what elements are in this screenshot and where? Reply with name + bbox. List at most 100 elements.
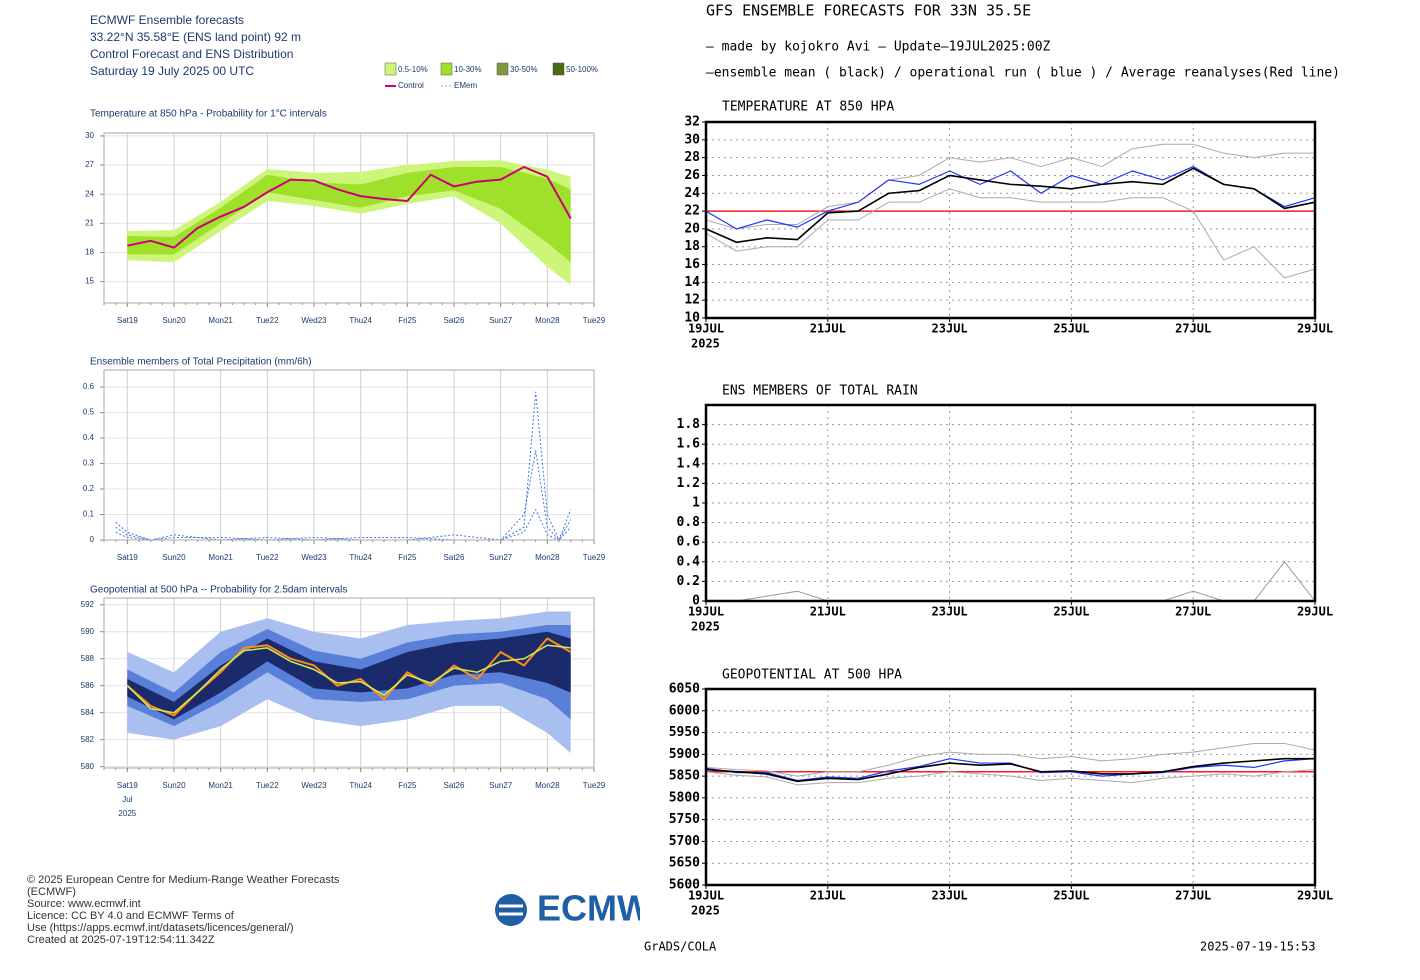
probability-band: [127, 631, 571, 720]
y-tick-label: 0.2: [83, 484, 95, 493]
chart-title: TEMPERATURE AT 850 HPA: [722, 100, 894, 115]
x-tick-label: Wed23: [301, 316, 327, 325]
y-tick-label: 0.4: [677, 554, 701, 569]
plot-area: [706, 122, 1315, 318]
y-tick-label: 18: [85, 248, 94, 257]
footer-line: Licence: CC BY 4.0 and ECMWF Terms of: [27, 910, 235, 922]
x-tick-label: 23JUL: [932, 322, 968, 336]
y-tick-label: 592: [81, 600, 95, 609]
y-tick-label: 20: [684, 221, 700, 236]
series-line: [115, 508, 572, 541]
software-label: GrADS/COLA: [644, 940, 717, 954]
gfs-title: GFS ENSEMBLE FORECASTS FOR 33N 35.5E: [706, 2, 1031, 20]
y-tick-label: 580: [81, 762, 95, 771]
x-tick-label: Sun27: [489, 781, 513, 790]
series-line: [705, 143, 1315, 230]
y-tick-label: 0.5: [83, 408, 95, 417]
x-tick-label: Tue22: [256, 553, 279, 562]
chart-title: GEOPOTENTIAL AT 500 HPA: [722, 668, 902, 683]
x-tick-label: Mon28: [535, 553, 560, 562]
x-tick-label: 23JUL: [932, 605, 968, 619]
x-tick-label: Thu24: [349, 316, 372, 325]
legend-label: Control: [398, 81, 424, 90]
x-tick-label: Wed23: [301, 553, 327, 562]
x-tick-label: Mon21: [208, 316, 233, 325]
plot-frame: [103, 369, 595, 541]
y-tick-label: 0: [692, 594, 700, 609]
y-tick-label: 6050: [669, 682, 700, 697]
x-tick-label: 29JUL: [1297, 322, 1333, 336]
x-tick-label: Sat26: [444, 316, 465, 325]
y-tick-label: 584: [81, 708, 95, 717]
x-tick-label: 21JUL: [810, 605, 846, 619]
x-tick-label: 21JUL: [810, 322, 846, 336]
x-tick-label: 25JUL: [1053, 605, 1089, 619]
y-tick-label: 10: [684, 311, 700, 326]
timestamp: 2025-07-19-15:53: [1200, 940, 1316, 954]
y-tick-label: 0.3: [83, 459, 95, 468]
y-tick-label: 1.8: [677, 417, 701, 432]
header-line: Control Forecast and ENS Distribution: [90, 47, 293, 61]
x-tick-label: Sat19: [117, 316, 138, 325]
x-tick-label: Sun20: [162, 781, 186, 790]
logo: ECMWF: [495, 888, 673, 929]
series-line: [126, 644, 571, 714]
y-tick-label: 32: [684, 115, 700, 130]
x-tick-label: Sat19: [117, 553, 138, 562]
x-tick-label: Mon28: [535, 316, 560, 325]
y-tick-label: 12: [684, 293, 700, 308]
x-tick-label: Sun27: [489, 316, 513, 325]
x-year-label: 2025: [691, 337, 720, 351]
x-tick-label: 27JUL: [1175, 322, 1211, 336]
y-tick-label: 16: [684, 257, 700, 272]
y-tick-label: 14: [684, 275, 700, 290]
y-tick-label: 5700: [669, 834, 700, 849]
x-month-label: Jul: [122, 795, 132, 804]
y-tick-label: 586: [81, 681, 95, 690]
x-tick-label: 29JUL: [1297, 605, 1333, 619]
x-tick-label: Fri25: [398, 781, 417, 790]
y-tick-label: 582: [81, 735, 95, 744]
x-tick-label: Sat26: [444, 553, 465, 562]
series-line: [127, 166, 572, 249]
y-tick-label: 30: [85, 131, 94, 140]
y-tick-label: 5900: [669, 747, 700, 762]
y-tick-label: 0.4: [83, 433, 95, 442]
y-tick-label: 1.4: [677, 456, 701, 471]
x-tick-label: 27JUL: [1175, 605, 1211, 619]
y-tick-label: 21: [85, 218, 94, 227]
y-tick-label: 5600: [669, 878, 700, 893]
x-tick-label: 23JUL: [932, 889, 968, 903]
footer-line: Source: www.ecmwf.int: [27, 898, 141, 910]
x-tick-label: Sat26: [444, 781, 465, 790]
x-tick-label: Mon28: [535, 781, 560, 790]
legend-swatch: [496, 62, 509, 76]
series-line: [705, 742, 1316, 777]
legend-label: 50-100%: [566, 65, 598, 74]
x-year-label: 2025: [691, 904, 720, 918]
series-line: [705, 758, 1316, 782]
header-line: 33.22°N 35.58°E (ENS land point) 92 m: [90, 30, 301, 44]
x-tick-label: 19JUL: [688, 605, 724, 619]
x-tick-label: Sat19: [117, 781, 138, 790]
x-tick-label: Tue29: [583, 553, 606, 562]
x-tick-label: Mon21: [208, 553, 233, 562]
x-tick-label: 25JUL: [1053, 322, 1089, 336]
x-tick-label: 21JUL: [810, 889, 846, 903]
plot-frame: [704, 120, 1317, 320]
series-line: [705, 188, 1316, 279]
y-tick-label: 5950: [669, 725, 700, 740]
chart-title: Temperature at 850 hPa - Probability for…: [90, 109, 327, 120]
plot-frame: [103, 597, 595, 769]
header-line: ECMWF Ensemble forecasts: [90, 13, 244, 27]
logo-text: ECMWF: [537, 888, 673, 929]
x-tick-label: Fri25: [398, 553, 417, 562]
x-tick-label: Tue29: [583, 316, 606, 325]
footer-line: (ECMWF): [27, 886, 76, 898]
footer-line: © 2025 European Centre for Medium-Range …: [27, 874, 340, 886]
y-tick-label: 0.8: [677, 515, 701, 530]
y-tick-label: 5750: [669, 812, 700, 827]
x-tick-label: Tue22: [256, 316, 279, 325]
series-line: [705, 769, 1316, 786]
